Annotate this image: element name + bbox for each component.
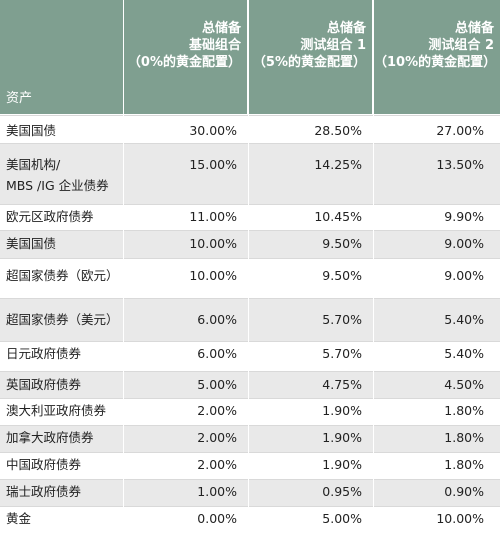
test-portfolio-1-value: 9.50%	[322, 268, 362, 283]
test-portfolio-1-value: 0.95%	[322, 484, 362, 499]
asset-name-cell: 美国机构/MBS /IG 企业债券	[6, 156, 123, 194]
test-portfolio-2-value: 1.80%	[444, 430, 484, 445]
test-portfolio-1-value: 28.50%	[314, 123, 362, 138]
header-col3-line3: （10%的黄金配置）	[374, 55, 497, 70]
asset-name-cell: 英国政府债券	[6, 377, 82, 392]
table-row: 日元政府债券 6.00% 5.70% 5.40%	[0, 341, 500, 371]
test-portfolio-2-value: 5.40%	[444, 312, 484, 327]
header-test-portfolio-2: 总储备 测试组合 2 （10%的黄金配置）	[374, 0, 500, 114]
test-portfolio-2-value: 1.80%	[444, 403, 484, 418]
column-divider	[123, 0, 124, 535]
header-col1-line1: 总储备	[201, 21, 241, 36]
header-col2-line2: 测试组合 1	[300, 38, 366, 53]
base-portfolio-value: 15.00%	[189, 157, 237, 172]
test-portfolio-1-value: 14.25%	[314, 157, 362, 172]
table-row: 美国机构/MBS /IG 企业债券 15.00% 14.25% 13.50%	[0, 143, 500, 204]
asset-name-cell: 美国国债	[6, 123, 57, 138]
asset-name-cell: 黄金	[6, 511, 32, 526]
asset-name-cell: 加拿大政府债券	[6, 430, 94, 445]
base-portfolio-value: 2.00%	[197, 457, 237, 472]
test-portfolio-2-value: 1.80%	[444, 457, 484, 472]
table-row: 中国政府债券 2.00% 1.90% 1.80%	[0, 452, 500, 479]
test-portfolio-1-value: 1.90%	[322, 457, 362, 472]
asset-name-cell: 美国国债	[6, 236, 57, 251]
test-portfolio-1-value: 9.50%	[322, 236, 362, 251]
header-asset-cell: 资产	[0, 0, 123, 114]
header-col1-line3: （0%的黄金配置）	[127, 55, 241, 70]
test-portfolio-2-value: 13.50%	[436, 157, 484, 172]
base-portfolio-value: 1.00%	[197, 484, 237, 499]
test-portfolio-1-value: 1.90%	[322, 430, 362, 445]
table-row: 黄金 0.00% 5.00% 10.00%	[0, 506, 500, 535]
base-portfolio-value: 10.00%	[189, 268, 237, 283]
header-base-portfolio: 总储备 基础组合 （0%的黄金配置）	[124, 0, 247, 114]
table-row: 加拿大政府债券 2.00% 1.90% 1.80%	[0, 425, 500, 452]
table-row: 超国家债券（美元） 6.00% 5.70% 5.40%	[0, 298, 500, 341]
test-portfolio-1-value: 10.45%	[314, 209, 362, 224]
asset-name-cell: 中国政府债券	[6, 457, 82, 472]
base-portfolio-value: 2.00%	[197, 430, 237, 445]
test-portfolio-2-value: 9.00%	[444, 236, 484, 251]
test-portfolio-2-value: 9.00%	[444, 268, 484, 283]
base-portfolio-value: 2.00%	[197, 403, 237, 418]
base-portfolio-value: 0.00%	[197, 511, 237, 526]
base-portfolio-value: 6.00%	[197, 346, 237, 361]
header-col3-line2: 测试组合 2	[428, 38, 494, 53]
asset-name-cell: 澳大利亚政府债券	[6, 403, 107, 418]
table-row: 瑞士政府债券 1.00% 0.95% 0.90%	[0, 479, 500, 506]
test-portfolio-2-value: 10.00%	[436, 511, 484, 526]
asset-name-line: MBS /IG 企业债券	[6, 178, 109, 193]
test-portfolio-2-value: 4.50%	[444, 377, 484, 392]
test-portfolio-1-value: 5.70%	[322, 346, 362, 361]
table-row: 美国国债 30.00% 28.50% 27.00%	[0, 115, 500, 143]
base-portfolio-value: 5.00%	[197, 377, 237, 392]
header-col1-line2: 基础组合	[188, 38, 241, 53]
asset-name-cell: 日元政府债券	[6, 346, 82, 361]
test-portfolio-1-value: 5.00%	[322, 511, 362, 526]
test-portfolio-2-value: 5.40%	[444, 346, 484, 361]
test-portfolio-2-value: 9.90%	[444, 209, 484, 224]
header-col3-line1: 总储备	[454, 21, 494, 36]
column-divider	[248, 0, 249, 535]
test-portfolio-2-value: 27.00%	[436, 123, 484, 138]
table-row: 美国国债 10.00% 9.50% 9.00%	[0, 230, 500, 258]
asset-name-cell: 瑞士政府债券	[6, 484, 82, 499]
test-portfolio-1-value: 4.75%	[322, 377, 362, 392]
asset-name-cell: 欧元区政府债券	[6, 209, 94, 224]
header-test-portfolio-1: 总储备 测试组合 1 （5%的黄金配置）	[249, 0, 372, 114]
asset-name-line: 美国机构/	[6, 157, 61, 172]
table-row: 英国政府债券 5.00% 4.75% 4.50%	[0, 371, 500, 398]
table-row: 澳大利亚政府债券 2.00% 1.90% 1.80%	[0, 398, 500, 425]
table-row: 欧元区政府债券 11.00% 10.45% 9.90%	[0, 204, 500, 230]
column-divider	[373, 0, 374, 535]
test-portfolio-1-value: 1.90%	[322, 403, 362, 418]
base-portfolio-value: 11.00%	[189, 209, 237, 224]
asset-name-cell: 超国家债券（美元）	[6, 312, 119, 327]
header-col2-line3: （5%的黄金配置）	[252, 55, 366, 70]
base-portfolio-value: 6.00%	[197, 312, 237, 327]
header-asset-label: 资产	[6, 91, 33, 106]
test-portfolio-2-value: 0.90%	[444, 484, 484, 499]
asset-name-cell: 超国家债券（欧元）	[6, 268, 119, 283]
table-row: 超国家债券（欧元） 10.00% 9.50% 9.00%	[0, 258, 500, 298]
base-portfolio-value: 10.00%	[189, 236, 237, 251]
test-portfolio-1-value: 5.70%	[322, 312, 362, 327]
base-portfolio-value: 30.00%	[189, 123, 237, 138]
header-col2-line1: 总储备	[326, 21, 366, 36]
